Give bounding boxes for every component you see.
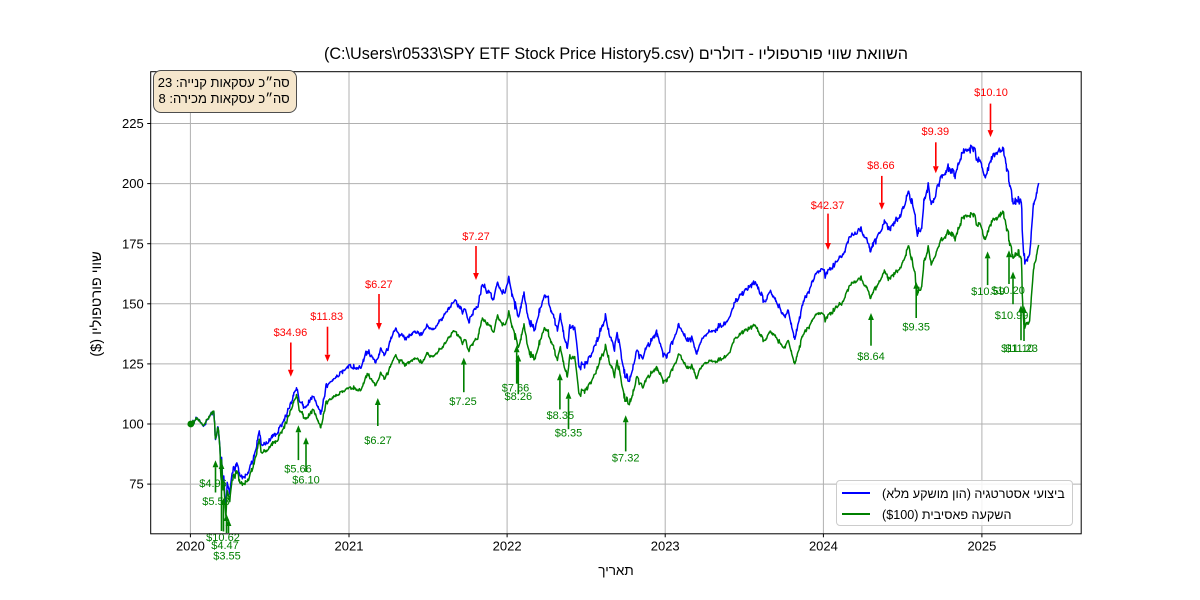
svg-text:$8.64: $8.64	[857, 351, 885, 363]
svg-text:$11.10: $11.10	[1001, 343, 1034, 355]
svg-text:$7.25: $7.25	[449, 396, 477, 408]
svg-text:$8.35: $8.35	[547, 410, 575, 422]
svg-text:$10.59: $10.59	[971, 286, 1005, 298]
svg-text:$10.99: $10.99	[995, 310, 1029, 322]
svg-text:$10.20: $10.20	[991, 285, 1025, 297]
svg-text:$9.39: $9.39	[922, 126, 950, 138]
svg-text:$3.55: $3.55	[213, 550, 241, 562]
svg-text:$11.23: $11.23	[1005, 343, 1038, 355]
svg-text:$8.35: $8.35	[555, 428, 583, 440]
svg-text:$4.96: $4.96	[199, 478, 227, 490]
svg-text:2021: 2021	[335, 538, 364, 553]
svg-text:$34.96: $34.96	[274, 327, 308, 339]
svg-text:$6.27: $6.27	[364, 435, 392, 447]
svg-text:$7.66: $7.66	[502, 383, 530, 395]
svg-text:225: 225	[122, 116, 144, 131]
svg-text:$6.27: $6.27	[365, 279, 393, 291]
svg-text:$9.35: $9.35	[902, 322, 930, 334]
svg-text:100: 100	[122, 417, 144, 432]
svg-text:2025: 2025	[967, 538, 996, 553]
svg-text:75: 75	[129, 477, 143, 492]
svg-text:$10.10: $10.10	[974, 87, 1008, 99]
svg-text:$5.66: $5.66	[284, 463, 312, 475]
svg-text:2024: 2024	[809, 538, 838, 553]
svg-text:200: 200	[122, 176, 144, 191]
svg-text:$8.26: $8.26	[505, 391, 533, 403]
svg-text:$4.47: $4.47	[211, 540, 239, 552]
svg-text:$5.53: $5.53	[202, 496, 230, 508]
svg-text:$11.83: $11.83	[310, 311, 343, 323]
svg-text:$42.37: $42.37	[811, 200, 845, 212]
svg-text:2023: 2023	[651, 538, 680, 553]
svg-text:$6.10: $6.10	[292, 474, 320, 486]
svg-text:2020: 2020	[176, 538, 205, 553]
svg-text:2022: 2022	[493, 538, 522, 553]
svg-text:$8.66: $8.66	[867, 160, 895, 172]
svg-text:175: 175	[122, 236, 144, 251]
svg-text:$7.27: $7.27	[462, 231, 490, 243]
svg-text:$10.62: $10.62	[206, 532, 240, 544]
svg-text:125: 125	[122, 357, 144, 372]
svg-text:150: 150	[122, 296, 144, 311]
svg-text:$7.32: $7.32	[612, 453, 640, 465]
